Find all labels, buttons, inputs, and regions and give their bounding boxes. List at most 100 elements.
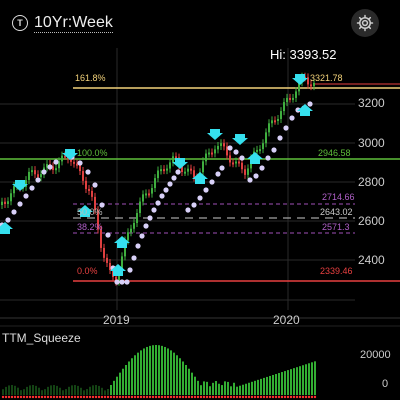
histogram-bar bbox=[296, 367, 298, 395]
fib-label: 50.0% bbox=[77, 207, 103, 217]
candle-body bbox=[289, 97, 291, 100]
histogram-bar bbox=[44, 389, 46, 395]
histogram-bar bbox=[11, 385, 13, 395]
histogram-bar bbox=[221, 385, 223, 395]
squeeze-dot bbox=[187, 395, 191, 399]
price-tick: 3000 bbox=[358, 136, 385, 150]
histogram-bar bbox=[65, 389, 67, 395]
squeeze-dot bbox=[241, 395, 245, 399]
squeeze-dot bbox=[28, 395, 32, 399]
histogram-bar bbox=[35, 385, 37, 395]
histogram-bar bbox=[173, 352, 175, 395]
histogram-bar bbox=[227, 381, 229, 395]
fib-value: 2339.46 bbox=[320, 266, 353, 276]
top-bar: T 10Yr:Week bbox=[0, 0, 400, 44]
symbol-icon: T bbox=[12, 15, 28, 31]
sar-dot bbox=[175, 169, 181, 175]
histogram-bar bbox=[257, 379, 259, 395]
sar-dot bbox=[203, 187, 209, 193]
candle-body bbox=[100, 229, 102, 248]
squeeze-dot bbox=[136, 395, 140, 399]
squeeze-dot bbox=[37, 395, 41, 399]
price-tick: 2400 bbox=[358, 253, 385, 267]
squeeze-dot bbox=[163, 395, 167, 399]
squeeze-dot bbox=[262, 395, 266, 399]
sar-dot bbox=[35, 177, 41, 183]
squeeze-dot bbox=[214, 395, 218, 399]
symbol-selector[interactable]: T 10Yr:Week bbox=[12, 12, 113, 34]
squeeze-dot bbox=[238, 395, 242, 399]
settings-button[interactable] bbox=[351, 9, 379, 37]
histogram-bar bbox=[239, 385, 241, 395]
histogram-bar bbox=[146, 346, 148, 395]
sar-dot bbox=[85, 169, 91, 175]
signal-arrow bbox=[0, 222, 13, 234]
date-tick: 2019 bbox=[103, 313, 130, 327]
histogram-bar bbox=[5, 386, 7, 395]
signal-arrow bbox=[77, 205, 93, 217]
sar-dot bbox=[135, 243, 141, 249]
histogram-bar bbox=[287, 370, 289, 395]
squeeze-dot bbox=[10, 395, 14, 399]
squeeze-dot bbox=[40, 395, 44, 399]
squeeze-dot bbox=[184, 395, 188, 399]
sar-dot bbox=[114, 279, 120, 285]
squeeze-dot bbox=[190, 395, 194, 399]
squeeze-dot bbox=[229, 395, 233, 399]
histogram-bar bbox=[170, 350, 172, 395]
squeeze-dot bbox=[145, 395, 149, 399]
candle-body bbox=[175, 156, 177, 159]
sar-dot bbox=[159, 193, 165, 199]
price-tick: 2800 bbox=[358, 175, 385, 189]
candle-body bbox=[10, 193, 12, 202]
candle-body bbox=[85, 180, 87, 189]
histogram-bar bbox=[281, 372, 283, 395]
histogram-bar bbox=[191, 372, 193, 395]
candle-body bbox=[64, 155, 66, 158]
sar-dot bbox=[227, 145, 233, 151]
histogram-bar bbox=[197, 380, 199, 395]
sar-dot bbox=[209, 179, 215, 185]
sar-dot bbox=[92, 182, 98, 188]
histogram-bar bbox=[101, 387, 103, 395]
histogram-bar bbox=[128, 361, 130, 395]
squeeze-dot bbox=[217, 395, 221, 399]
candle-body bbox=[283, 102, 285, 112]
candle-body bbox=[145, 193, 147, 196]
histogram-bar bbox=[176, 355, 178, 395]
histogram-bar bbox=[308, 363, 310, 395]
squeeze-dot bbox=[151, 395, 155, 399]
sar-dot bbox=[77, 160, 83, 166]
histogram-bar bbox=[20, 390, 22, 395]
squeeze-dot bbox=[61, 395, 65, 399]
signal-arrow bbox=[207, 129, 223, 140]
squeeze-dot bbox=[250, 395, 254, 399]
squeeze-dot bbox=[4, 395, 8, 399]
squeeze-dot bbox=[178, 395, 182, 399]
date-tick: 2020 bbox=[273, 313, 300, 327]
candle-body bbox=[124, 240, 126, 257]
squeeze-dot bbox=[106, 395, 110, 399]
sar-dot bbox=[197, 195, 203, 201]
histogram-bar bbox=[251, 381, 253, 395]
histogram-bar bbox=[92, 385, 94, 395]
gear-icon bbox=[356, 14, 374, 32]
squeeze-dot bbox=[139, 395, 143, 399]
indicator-tick: 0 bbox=[382, 378, 389, 390]
candle-body bbox=[202, 161, 204, 173]
squeeze-dot bbox=[124, 395, 128, 399]
histogram-bar bbox=[59, 387, 61, 395]
squeeze-dot bbox=[199, 395, 203, 399]
histogram-bar bbox=[131, 358, 133, 395]
indicator-tick: 20000 bbox=[360, 349, 391, 361]
candle-body bbox=[7, 201, 9, 204]
squeeze-dot bbox=[22, 395, 26, 399]
squeeze-dot bbox=[49, 395, 53, 399]
histogram-bar bbox=[311, 362, 313, 395]
sar-dot bbox=[277, 135, 283, 141]
candle-body bbox=[1, 201, 3, 205]
candle-body bbox=[106, 257, 108, 263]
candle-body bbox=[76, 163, 78, 166]
sar-dot bbox=[259, 165, 265, 171]
